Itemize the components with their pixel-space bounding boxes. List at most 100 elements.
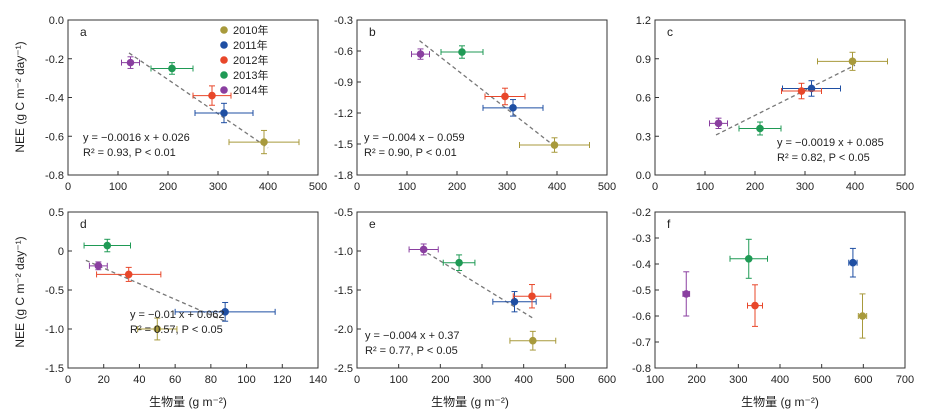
legend-marker bbox=[220, 26, 228, 34]
y-tick-label: -0.5 bbox=[45, 285, 64, 297]
x-tick-label: 400 bbox=[548, 181, 566, 193]
x-tick-label: 0 bbox=[65, 181, 71, 193]
y-tick-label: -0.8 bbox=[632, 363, 651, 375]
x-tick-label: 500 bbox=[598, 181, 616, 193]
y-tick-label: 0.0 bbox=[636, 170, 651, 182]
data-point bbox=[221, 308, 229, 316]
y-tick-label: -1.8 bbox=[334, 170, 353, 182]
panel-letter: c bbox=[667, 25, 673, 39]
trend-line bbox=[419, 40, 558, 149]
regression-equation: y = −0.0019 x + 0.085 bbox=[777, 137, 884, 149]
data-point bbox=[416, 50, 425, 58]
y-tick-label: -0.6 bbox=[334, 46, 353, 58]
panel-letter: d bbox=[80, 217, 87, 231]
y-tick-label: -0.9 bbox=[334, 77, 353, 89]
x-axis-title-3: 生物量 (g m⁻²) bbox=[741, 395, 819, 409]
x-tick-label: 100 bbox=[109, 181, 127, 193]
data-point bbox=[153, 325, 162, 333]
data-point bbox=[94, 262, 103, 270]
x-axis-title-2: 生物量 (g m⁻²) bbox=[431, 395, 509, 409]
y-tick-label: -1.5 bbox=[334, 139, 353, 151]
data-point bbox=[103, 241, 112, 250]
data-point bbox=[455, 258, 463, 267]
legend-marker bbox=[220, 71, 228, 79]
panel-f: 100 200 300 400 500 600 700 -0.2 -0.3 -0.4 -0.5 -0.… bbox=[632, 207, 914, 386]
x-tick-label: 20 bbox=[98, 374, 110, 386]
regression-equation: y = −0.01 x + 0.062 bbox=[130, 309, 225, 321]
y-tick-label: -0.6 bbox=[632, 311, 651, 323]
x-tick-label: 200 bbox=[159, 181, 177, 193]
x-tick-label: 200 bbox=[746, 181, 764, 193]
x-tick-label: 200 bbox=[448, 181, 466, 193]
data-point bbox=[168, 64, 176, 73]
data-point bbox=[528, 292, 536, 301]
y-tick-label: -1.5 bbox=[334, 285, 353, 297]
x-tick-label: 0 bbox=[354, 374, 360, 386]
data-point bbox=[714, 119, 723, 128]
data-point bbox=[682, 290, 691, 298]
x-tick-label: 500 bbox=[556, 374, 574, 386]
y-tick-label: -0.5 bbox=[632, 285, 651, 297]
x-tick-label: 200 bbox=[687, 374, 705, 386]
x-tick-label: 120 bbox=[273, 374, 291, 386]
data-point bbox=[260, 138, 268, 146]
regression-equation: y = −0.004 x + 0.37 bbox=[365, 330, 460, 342]
data-point bbox=[858, 312, 867, 320]
regression-r2: R² = 0.57, P < 0.05 bbox=[130, 324, 223, 336]
y-tick-label: -2.5 bbox=[334, 363, 353, 375]
y-tick-label: -0.5 bbox=[334, 207, 353, 219]
panel-letter: b bbox=[369, 25, 376, 39]
x-tick-label: 300 bbox=[473, 374, 491, 386]
regression-r2: R² = 0.77, P < 0.05 bbox=[365, 345, 458, 357]
y-tick-label: -0.3 bbox=[334, 15, 353, 27]
legend-label: 2013年 bbox=[233, 68, 268, 82]
y-tick-label: -0.2 bbox=[632, 207, 651, 219]
data-point bbox=[419, 245, 428, 254]
y-tick-label: -0.2 bbox=[45, 54, 64, 66]
x-tick-label: 300 bbox=[729, 374, 747, 386]
x-tick-label: 500 bbox=[812, 374, 830, 386]
trend-line bbox=[421, 248, 535, 320]
y-axis-title-bottom: NEE (g C m⁻² day⁻¹) bbox=[13, 236, 27, 347]
x-tick-label: 80 bbox=[205, 374, 217, 386]
panel-letter: e bbox=[369, 217, 376, 231]
x-tick-label: 200 bbox=[431, 374, 449, 386]
panel-b: 0 100 200 300 400 500 -0.3 -0.6 -0.9 -1.2 -1.5 -1.8… bbox=[334, 15, 616, 193]
x-tick-label: 300 bbox=[796, 181, 814, 193]
x-tick-label: 500 bbox=[896, 181, 914, 193]
y-tick-label: -0.4 bbox=[632, 259, 651, 271]
y-tick-label: -2.0 bbox=[334, 324, 353, 336]
regression-r2: R² = 0.82, P < 0.05 bbox=[777, 152, 870, 164]
regression-equation: y = −0.004 x − 0.059 bbox=[364, 132, 465, 144]
data-point bbox=[529, 336, 537, 345]
x-tick-label: 40 bbox=[133, 374, 145, 386]
x-tick-label: 100 bbox=[398, 181, 416, 193]
y-tick-label: -1.0 bbox=[334, 246, 353, 258]
y-tick-label: -1.0 bbox=[45, 324, 64, 336]
regression-r2: R² = 0.93, P < 0.01 bbox=[83, 147, 176, 159]
data-point bbox=[807, 84, 816, 93]
plot-frame bbox=[654, 211, 906, 369]
y-tick-label: -0.4 bbox=[45, 93, 64, 105]
data-point bbox=[797, 87, 806, 95]
y-tick-label: 0.9 bbox=[636, 54, 651, 66]
x-tick-label: 100 bbox=[237, 374, 255, 386]
y-tick-label: -0.3 bbox=[632, 233, 651, 245]
x-tick-label: 0 bbox=[354, 181, 360, 193]
y-tick-label: 0.6 bbox=[636, 93, 651, 105]
x-tick-label: 100 bbox=[646, 374, 664, 386]
legend-label: 2011年 bbox=[233, 38, 268, 52]
data-point bbox=[220, 109, 228, 117]
data-point bbox=[848, 57, 857, 66]
y-tick-label: 0.5 bbox=[49, 207, 64, 219]
legend-marker bbox=[220, 86, 228, 94]
y-tick-label: 0.3 bbox=[636, 131, 651, 143]
x-tick-label: 300 bbox=[209, 181, 227, 193]
x-tick-label: 140 bbox=[309, 374, 327, 386]
y-tick-label: -0.7 bbox=[632, 337, 651, 349]
legend-label: 2010年 bbox=[233, 23, 268, 37]
x-tick-label: 600 bbox=[854, 374, 872, 386]
x-tick-label: 600 bbox=[598, 374, 616, 386]
